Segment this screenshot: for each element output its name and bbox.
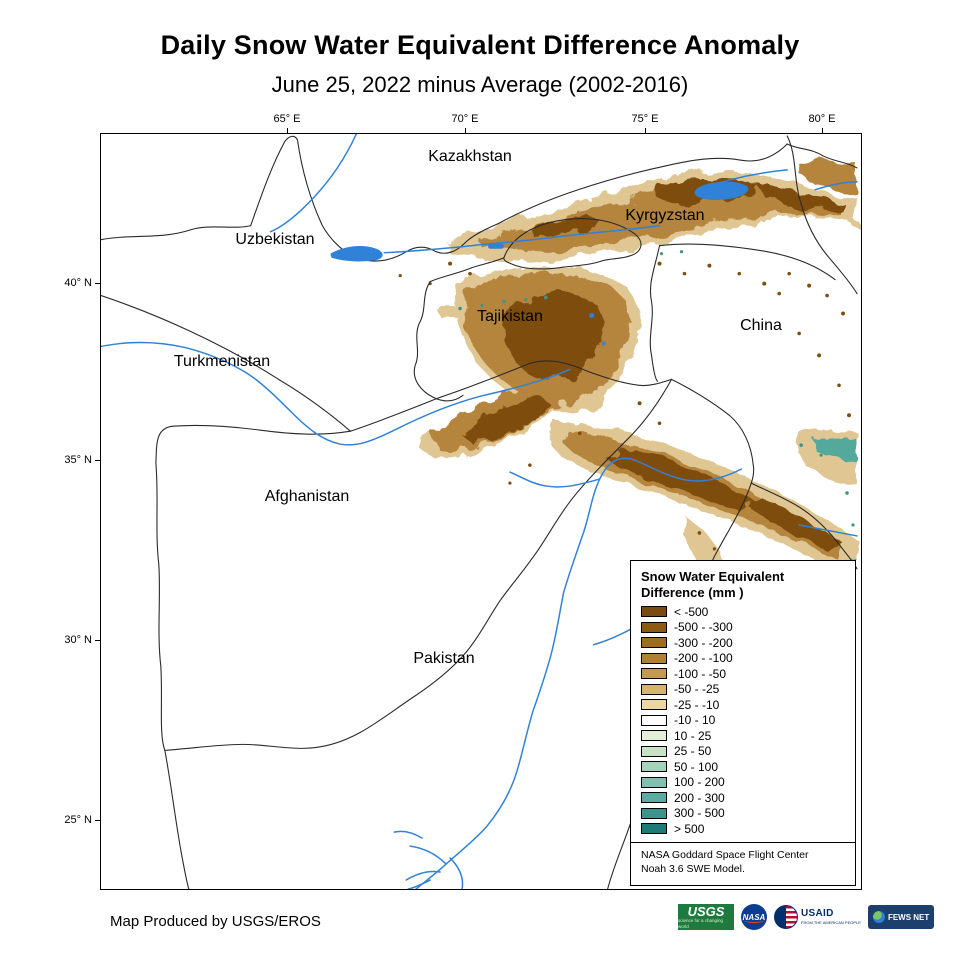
country-label-pakistan: Pakistan xyxy=(413,650,475,667)
fewsnet-logo: FEWS NET xyxy=(867,905,935,929)
legend-class-label: -500 - -300 xyxy=(674,620,733,634)
legend-swatch xyxy=(641,699,667,710)
x-tick-label: 75° E xyxy=(631,113,659,125)
lake-kayrakum xyxy=(487,243,504,249)
lake-issyk-kul xyxy=(694,181,749,200)
x-tick-mark xyxy=(822,128,823,133)
country-label-china: China xyxy=(740,317,782,334)
y-tick-label: 25° N xyxy=(64,814,92,826)
legend-class-label: 50 - 100 xyxy=(674,759,719,774)
y-tick-mark xyxy=(95,820,100,821)
legend-footnote: NASA Goddard Space Flight Center Noah 3.… xyxy=(631,841,855,879)
nasa-swoosh-icon xyxy=(743,917,765,923)
legend-row: -10 - 10 xyxy=(641,714,845,726)
legend-class-label: -25 - -10 xyxy=(674,697,720,712)
legend-row: 300 - 500 xyxy=(641,807,845,819)
legend-swatch xyxy=(641,652,667,664)
legend-class-label: > 500 xyxy=(674,821,705,836)
y-tick-mark xyxy=(95,460,100,461)
legend-row: -50 - -25 xyxy=(641,683,845,695)
legend-class-label: 200 - 300 xyxy=(674,790,725,805)
x-tick-label: 65° E xyxy=(273,113,301,125)
legend-row: -200 - -100 xyxy=(641,652,845,664)
legend-swatch xyxy=(641,761,667,772)
legend-class-label: -200 - -100 xyxy=(674,651,733,665)
country-label-kazakhstan: Kazakhstan xyxy=(428,148,512,165)
legend-class-label: < -500 xyxy=(674,604,709,619)
legend-classes: < -500 -500 - -300 -300 - -200 -200 - -100-… xyxy=(641,606,845,835)
legend-title: Snow Water Equivalent Difference (mm ) xyxy=(641,569,785,601)
legend-class-label: 300 - 500 xyxy=(674,806,725,820)
legend-class-label: 25 - 50 xyxy=(674,744,712,758)
x-tick-label: 70° E xyxy=(451,113,479,125)
legend-class-label: -50 - -25 xyxy=(674,682,720,696)
legend-swatch xyxy=(641,714,667,726)
legend-row: < -500 xyxy=(641,606,845,618)
legend-swatch xyxy=(641,668,667,679)
country-label-turkmenistan: Turkmenistan xyxy=(173,353,271,370)
legend-swatch xyxy=(641,606,667,617)
legend-swatch xyxy=(641,807,667,819)
x-tick-label: 80° E xyxy=(808,113,836,125)
usaid-logo: USAID FROM THE AMERICAN PEOPLE xyxy=(774,905,861,929)
legend-swatch xyxy=(641,730,667,741)
legend-swatch xyxy=(641,683,667,695)
legend-row: -100 - -50 xyxy=(641,668,845,680)
rivers xyxy=(101,134,858,889)
country-label-afghanistan: Afghanistan xyxy=(264,488,350,505)
globe-icon xyxy=(872,911,885,923)
legend-row: -25 - -10 xyxy=(641,699,845,711)
x-tick-mark xyxy=(465,128,466,133)
lake-aydar xyxy=(330,245,383,262)
logos-row: USGS science for a changing world NASA U… xyxy=(678,904,935,930)
country-label-uzbekistan: Uzbekistan xyxy=(235,231,315,248)
legend-swatch xyxy=(641,792,667,803)
country-label-tajikistan: Tajikistan xyxy=(477,308,543,325)
y-tick-label: 30° N xyxy=(64,634,92,646)
legend-swatch xyxy=(641,823,667,834)
legend-row: 50 - 100 xyxy=(641,761,845,773)
legend-row: 25 - 50 xyxy=(641,745,845,757)
y-tick-label: 35° N xyxy=(64,454,92,466)
lake-sarez xyxy=(601,341,606,346)
lakes xyxy=(330,181,749,346)
legend-swatch xyxy=(641,776,667,788)
snow-speckles xyxy=(398,250,855,567)
page-subtitle: June 25, 2022 minus Average (2002-2016) xyxy=(271,72,689,97)
legend-swatch xyxy=(641,745,667,757)
nasa-logo: NASA xyxy=(741,904,767,930)
legend-row: 10 - 25 xyxy=(641,730,845,742)
legend-row: -300 - -200 xyxy=(641,637,845,649)
legend-class-label: 10 - 25 xyxy=(674,728,712,743)
y-tick-mark xyxy=(95,640,100,641)
usaid-seal-icon xyxy=(774,905,798,929)
legend-swatch xyxy=(641,637,667,648)
y-tick-label: 40° N xyxy=(64,277,92,289)
country-label-kyrgyzstan: Kyrgyzstan xyxy=(625,207,705,224)
legend-row: -500 - -300 xyxy=(641,621,845,633)
legend-row: 100 - 200 xyxy=(641,776,845,788)
lake-karakul xyxy=(589,313,595,319)
legend-class-label: 100 - 200 xyxy=(674,775,725,789)
legend-swatch xyxy=(641,621,667,633)
legend-row: 200 - 300 xyxy=(641,792,845,804)
legend-class-label: -100 - -50 xyxy=(674,666,727,681)
map-credit: Map Produced by USGS/EROS xyxy=(110,913,321,930)
legend-row: > 500 xyxy=(641,823,845,835)
usgs-logo: USGS science for a changing world xyxy=(678,904,734,930)
y-tick-mark xyxy=(95,283,100,284)
legend-class-label: -300 - -200 xyxy=(674,635,733,650)
legend: Snow Water Equivalent Difference (mm ) <… xyxy=(630,560,856,886)
legend-class-label: -10 - 10 xyxy=(674,713,716,727)
page-title: Daily Snow Water Equivalent Difference A… xyxy=(160,30,800,60)
x-tick-mark xyxy=(645,128,646,133)
x-tick-mark xyxy=(287,128,288,133)
